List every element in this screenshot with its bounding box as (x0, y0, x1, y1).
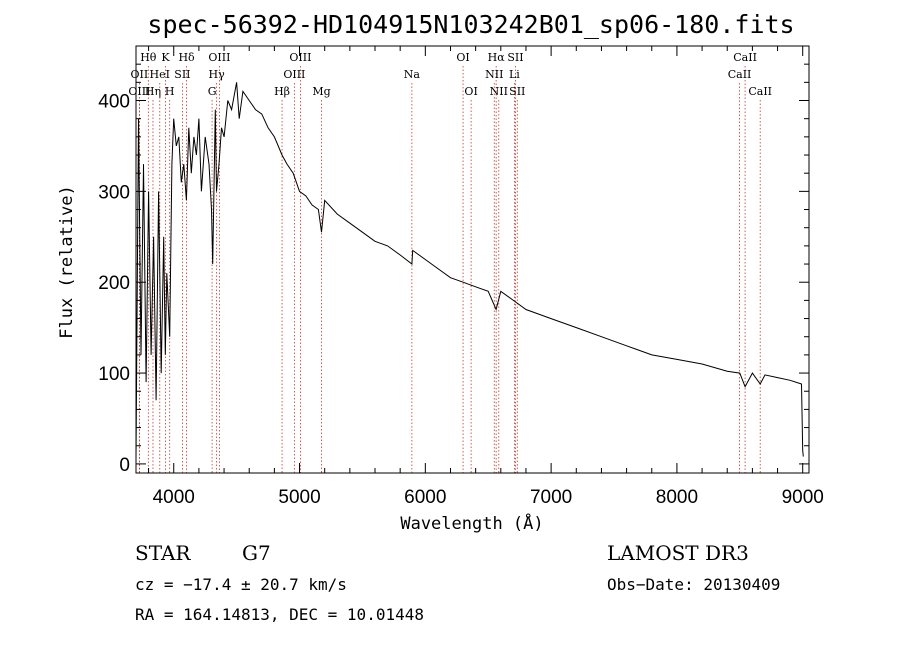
line-label: SII (507, 51, 523, 64)
object-subclass: G7 (242, 541, 271, 565)
survey-name: LAMOST DR3 (607, 541, 749, 565)
line-label: OIII (289, 51, 311, 64)
line-label: NII (490, 85, 508, 98)
line-label: Hα (488, 51, 506, 64)
y-tick-label: 400 (98, 92, 130, 113)
y-tick-label: 300 (98, 182, 130, 203)
line-label: CaII (733, 51, 757, 64)
line-label: G (208, 85, 217, 98)
redshift-text: cz = −17.4 ± 20.7 km/s (135, 575, 347, 594)
y-tick-label: 200 (98, 273, 130, 294)
line-label: Hη (145, 85, 161, 98)
x-tick-label: 8000 (656, 487, 698, 508)
plot-frame (135, 45, 810, 474)
line-label: OIII (128, 85, 150, 98)
object-class: STAR (135, 541, 191, 565)
line-label: Na (404, 68, 421, 81)
x-tick-label: 4000 (153, 487, 195, 508)
line-label: Mg (312, 85, 330, 98)
line-label: CaII (748, 85, 772, 98)
line-label: OIII (208, 51, 230, 64)
line-label: OI (464, 85, 477, 98)
line-label: Li (509, 68, 520, 81)
y-tick-label: 0 (119, 455, 130, 476)
x-axis-label: Wavelength (Å) (400, 512, 543, 534)
line-label: SII (174, 68, 190, 81)
x-tick-label: 9000 (782, 487, 824, 508)
line-label: Hθ (140, 51, 157, 64)
line-label: Hγ (209, 68, 226, 81)
line-label: Hδ (178, 51, 195, 64)
line-label: OII (131, 68, 149, 81)
line-label: OIII (283, 68, 305, 81)
flux-series-line (135, 82, 804, 460)
line-label: CaII (728, 68, 752, 81)
x-tick-label: 7000 (530, 487, 572, 508)
y-axis-label: Flux (relative) (57, 185, 77, 339)
line-label: OI (456, 51, 469, 64)
line-label: NII (485, 68, 503, 81)
line-label: SII (509, 85, 525, 98)
y-tick-label: 100 (98, 364, 130, 385)
line-label: HeI (150, 68, 170, 81)
line-label: Hβ (274, 85, 290, 98)
x-tick-label: 5000 (278, 487, 320, 508)
axis-ticks: 4000 5000 6000 7000 8000 9000 0 100 200 300 400 (98, 46, 824, 508)
chart-title: spec-56392-HD104915N103242B01_sp06-180.f… (147, 10, 794, 39)
coordinates-text: RA = 164.14813, DEC = 10.01448 (135, 605, 424, 624)
obs-date: Obs−Date: 20130409 (607, 575, 780, 594)
line-label: H (165, 85, 175, 98)
x-tick-label: 6000 (404, 487, 446, 508)
line-label: K (161, 51, 170, 64)
